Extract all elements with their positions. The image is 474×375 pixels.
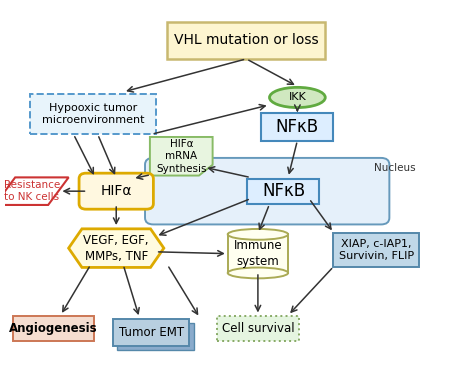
Text: Angiogenesis: Angiogenesis (9, 322, 98, 336)
Text: NFκB: NFκB (276, 118, 319, 136)
Text: HIFα
mRNA
Synthesis: HIFα mRNA Synthesis (156, 139, 207, 174)
Text: NFκB: NFκB (262, 182, 305, 200)
FancyBboxPatch shape (167, 22, 325, 59)
FancyBboxPatch shape (113, 319, 190, 346)
Polygon shape (69, 229, 164, 267)
Text: Nucleus: Nucleus (374, 164, 416, 173)
Text: IKK: IKK (289, 93, 306, 102)
Polygon shape (228, 234, 288, 273)
FancyBboxPatch shape (333, 233, 419, 267)
Text: HIFα: HIFα (100, 184, 132, 198)
Text: XIAP, c-IAP1,
Survivin, FLIP: XIAP, c-IAP1, Survivin, FLIP (339, 239, 414, 261)
Text: VHL mutation or loss: VHL mutation or loss (174, 33, 319, 48)
Polygon shape (0, 177, 69, 205)
Ellipse shape (270, 87, 325, 108)
FancyBboxPatch shape (13, 316, 94, 342)
FancyBboxPatch shape (79, 173, 154, 209)
FancyBboxPatch shape (118, 322, 194, 350)
Text: Hypooxic tumor
microenvironment: Hypooxic tumor microenvironment (42, 103, 144, 125)
Text: Cell survival: Cell survival (221, 322, 294, 336)
FancyBboxPatch shape (247, 178, 319, 204)
Text: Immune
system: Immune system (234, 239, 282, 268)
FancyBboxPatch shape (261, 113, 333, 141)
Text: VEGF, EGF,
MMPs, TNF: VEGF, EGF, MMPs, TNF (83, 234, 149, 262)
Ellipse shape (228, 229, 288, 240)
Text: Resistance
to NK cells: Resistance to NK cells (4, 180, 60, 203)
FancyBboxPatch shape (145, 158, 389, 224)
FancyBboxPatch shape (30, 94, 155, 134)
Text: Tumor EMT: Tumor EMT (118, 326, 183, 339)
Ellipse shape (228, 267, 288, 278)
FancyBboxPatch shape (217, 316, 299, 342)
Polygon shape (150, 137, 213, 176)
